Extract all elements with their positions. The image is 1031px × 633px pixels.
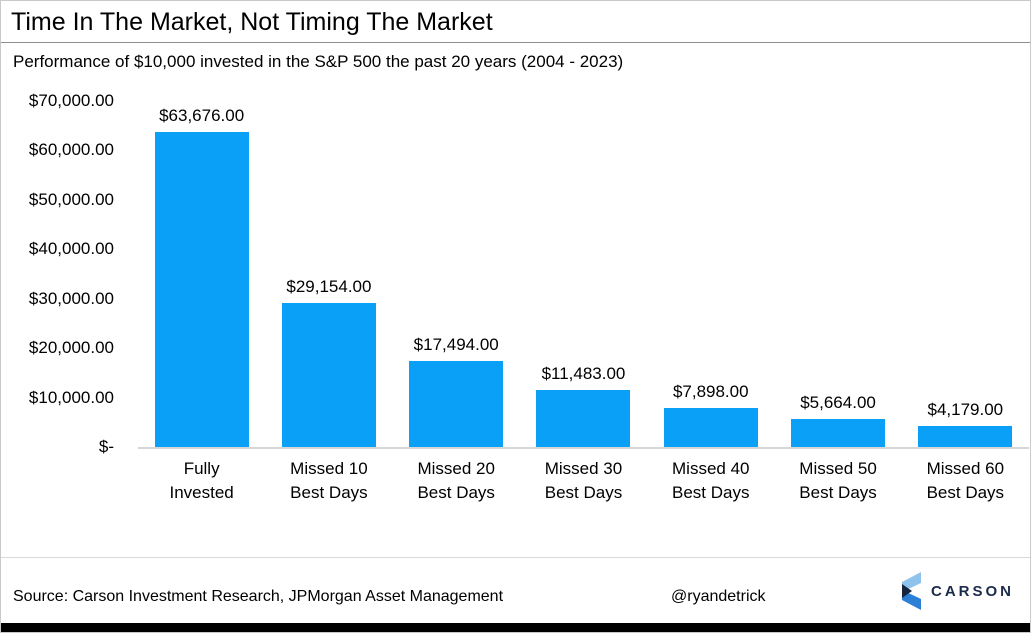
x-axis-label: Missed 50 Best Days (799, 459, 877, 502)
x-axis-label: Fully Invested (169, 459, 234, 502)
bar-value-label: $11,483.00 (541, 364, 626, 384)
y-axis-tick-label: $- (98, 437, 114, 456)
bar (154, 132, 249, 447)
carson-logo-icon (901, 572, 921, 610)
x-axis-label: Missed 10 Best Days (290, 459, 368, 502)
bar-value-label: $5,664.00 (800, 393, 876, 413)
bar-slot: $17,494.00 (393, 101, 520, 447)
chart-subtitle: Performance of $10,000 invested in the S… (13, 52, 624, 71)
carson-logo-text: CARSON (930, 582, 1014, 600)
y-axis-tick-label: $30,000.00 (28, 288, 114, 308)
y-axis-tick-label: $70,000.00 (28, 91, 114, 110)
y-axis-tick-label: $50,000.00 (28, 189, 114, 209)
bar-value-label: $17,494.00 (413, 334, 499, 354)
bar-slot: $29,154.00 (265, 101, 392, 447)
bottom-black-bar (1, 623, 1030, 632)
bar-slot: $4,179.00 (902, 101, 1029, 447)
bar (918, 426, 1013, 447)
x-axis-label: Missed 30 Best Days (544, 459, 623, 502)
bar-value-label: $29,154.00 (286, 276, 372, 296)
chart-title: Time In The Market, Not Timing The Marke… (11, 8, 493, 36)
bar-value-label: $4,179.00 (927, 400, 1004, 420)
footer: Source: Carson Investment Research, JPMo… (1, 558, 1030, 625)
title-divider (1, 42, 1030, 43)
bar-slot: $5,664.00 (774, 101, 901, 447)
y-axis: $70,000.00 $60,000.00 $50,000.00 $40,000.00… (1, 1, 114, 521)
source-text: Source: Carson Investment Research, JPMo… (13, 588, 504, 605)
bar (791, 419, 886, 447)
bar-slot: $7,898.00 (647, 101, 774, 447)
y-axis-tick-label: $40,000.00 (28, 239, 114, 259)
y-axis-tick-label: $60,000.00 (28, 140, 114, 160)
bar (409, 360, 504, 447)
bar-value-label: $7,898.00 (672, 381, 749, 401)
x-axis-label: Missed 60 Best Days (926, 459, 1005, 502)
bar-slot: $11,483.00 (520, 101, 647, 447)
bar-slot: $63,676.00 (138, 101, 265, 447)
bar (663, 407, 758, 447)
x-axis-row: Fully Invested Missed 10 Best Days Missed … (138, 457, 1029, 505)
footer-divider (1, 557, 1030, 558)
bar (281, 302, 376, 447)
bar-value-label: $63,676.00 (159, 106, 245, 126)
x-axis-label: Missed 20 Best Days (417, 459, 495, 502)
y-axis-tick-label: $10,000.00 (28, 387, 114, 407)
y-axis-tick-label: $20,000.00 (28, 338, 114, 358)
bar (536, 390, 631, 447)
plot-area: $63,676.00 $29,154.00 $17,494.00 $11,483.00… (138, 101, 1029, 449)
x-axis-label: Missed 40 Best Days (672, 459, 750, 502)
carson-logo: CARSON (898, 572, 1014, 610)
twitter-handle: @ryandetrick (671, 588, 766, 605)
